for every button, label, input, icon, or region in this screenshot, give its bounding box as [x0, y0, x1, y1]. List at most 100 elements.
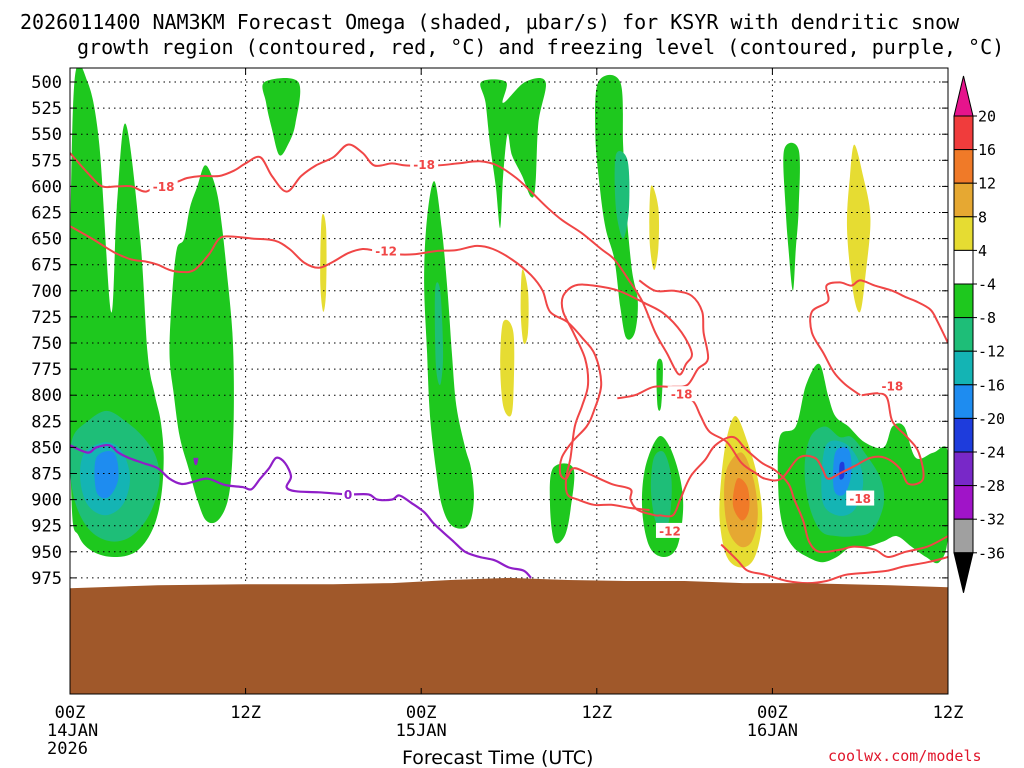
dgz-contour-7: [720, 543, 948, 585]
y-tick-label-700: 700: [31, 282, 62, 302]
omega-shaded-layer: [70, 68, 948, 568]
y-tick-label-975: 975: [31, 569, 62, 589]
freezing-level-contour-2: [193, 457, 199, 466]
colorbar-band-5: [953, 249, 974, 285]
y-tick-label-825: 825: [31, 412, 62, 432]
y-tick-label-550: 550: [31, 125, 62, 145]
contour-label-1: -18: [153, 180, 175, 194]
omega-region-rising-column-8z-12z: [169, 165, 234, 524]
colorbar-label-11: -24: [978, 444, 1005, 462]
colorbar-band-7: [953, 317, 974, 352]
omega-region-blue-dot-53z: [839, 461, 845, 480]
y-tick-label-650: 650: [31, 230, 62, 250]
contour-label-bg-8: [342, 486, 355, 502]
colorbar-band-10: [953, 417, 974, 453]
y-tick-label-950: 950: [31, 543, 62, 563]
y-tick-label-875: 875: [31, 465, 62, 485]
colorbar-label-9: -16: [978, 376, 1005, 394]
colorbar: 20 16 12 8 4 -4 -8 -12 -16 -20 -24 -28 -32 -36: [953, 75, 1005, 593]
chart-title-line-2: growth region (contoured, red, °C) and f…: [77, 35, 1004, 59]
x-tick-label-12-0: 12Z: [230, 703, 261, 723]
colorbar-label-13: -32: [978, 511, 1005, 529]
contour-label-2: -12: [375, 245, 397, 259]
colorbar-band-12: [953, 485, 974, 520]
omega-region-upper-green-14z-15z: [262, 77, 301, 156]
dgz-contour-2: [617, 279, 710, 400]
x-tick-label-36-0: 12Z: [581, 703, 612, 723]
contour-label-bg-1: [149, 178, 178, 194]
x-tick-label-0-1: 14JAN: [47, 721, 98, 741]
y-tick-label-500: 500: [31, 73, 62, 93]
contour-label-7: -12: [659, 524, 681, 538]
x-tick-label-24-1: 15JAN: [396, 721, 447, 741]
colorbar-label-4: 8: [978, 208, 987, 226]
contour-label-bg-3: [410, 156, 439, 172]
contour-label-6: -18: [882, 379, 904, 393]
colorbar-band-4: [953, 216, 974, 251]
omega-region-yellow-column-30z: [500, 319, 515, 417]
contour-label-bg-2: [372, 243, 401, 259]
colorbar-label-7: -8: [978, 309, 996, 327]
omega-region-long-column-24z-28z: [424, 181, 474, 529]
y-tick-label-750: 750: [31, 334, 62, 354]
terrain-layer: [70, 577, 948, 694]
grid-layer: [70, 68, 948, 694]
x-tick-label-0-0: 00Z: [55, 703, 86, 723]
colorbar-band-9: [953, 384, 974, 419]
colorbar-band-3: [953, 182, 974, 218]
freezing-level-contour-1: [70, 443, 532, 579]
y-tick-label-675: 675: [31, 256, 62, 276]
omega-region-blue-core-2z: [94, 450, 119, 499]
y-tick-label-900: 900: [31, 491, 62, 511]
omega-region-yellow-sliver-31z: [520, 269, 529, 345]
contour-layer: [70, 143, 948, 585]
y-tick-label-575: 575: [31, 151, 62, 171]
colorbar-band-6: [953, 283, 974, 319]
y-tick-label-525: 525: [31, 99, 62, 119]
x-axis-label: Forecast Time (UTC): [402, 747, 593, 768]
colorbar-band-1: [953, 115, 974, 151]
omega-region-yellow-column-52z-54z: [846, 144, 871, 313]
colorbar-overflow-high: [953, 75, 974, 117]
y-tick-label-625: 625: [31, 204, 62, 224]
omega-region-green-sliver-40z: [656, 358, 663, 411]
omega-region-teal-cell-41z: [650, 451, 672, 532]
contour-label-3: -18: [413, 158, 435, 172]
omega-region-yellow-sliver-17z: [320, 213, 327, 312]
x-tick-label-0-2: 2026: [47, 739, 88, 759]
omega-region-upper-green-29z-32z: [480, 77, 546, 229]
terrain-fill: [70, 577, 948, 694]
colorbar-band-11: [953, 451, 974, 487]
y-tick-label-850: 850: [31, 438, 62, 458]
colorbar-label-14: -36: [978, 544, 1005, 562]
contour-label-layer: -18 -12 -18 -18 -18 -18 -12 0: [149, 156, 907, 538]
omega-region-teal-patch-38z: [614, 151, 630, 239]
dgz-contour-1: [70, 143, 693, 511]
colorbar-label-3: 12: [978, 175, 996, 193]
dgz-contour-3: [681, 392, 925, 486]
colorbar-band-2: [953, 149, 974, 184]
colorbar-overflow-low: [953, 552, 974, 593]
contour-label-4: -18: [671, 388, 693, 402]
contour-label-8: 0: [344, 488, 352, 502]
omega-region-green-patch-33z: [549, 463, 575, 544]
credit-text: coolwx.com/models: [828, 747, 982, 765]
omega-region-green-column-49z: [783, 142, 800, 291]
colorbar-label-2: 16: [978, 141, 996, 159]
colorbar-band-8: [953, 350, 974, 386]
contour-label-bg-7: [655, 522, 684, 538]
colorbar-label-10: -20: [978, 410, 1005, 428]
chart-title-line-1: 2026011400 NAM3KM Forecast Omega (shaded…: [20, 10, 960, 34]
contour-label-bg-4: [667, 386, 696, 402]
contour-label-bg-6: [878, 377, 907, 393]
colorbar-label-8: -12: [978, 343, 1005, 361]
omega-region-teal-column-25z: [434, 282, 444, 386]
omega-region-yellow-sliver-40z: [649, 185, 660, 271]
x-tick-label-24-0: 00Z: [406, 703, 437, 723]
plot-frame: [69, 67, 949, 695]
y-tick-label-800: 800: [31, 386, 62, 406]
x-tick-label-48-0: 00Z: [757, 703, 788, 723]
x-tick-label-48-1: 16JAN: [747, 721, 798, 741]
